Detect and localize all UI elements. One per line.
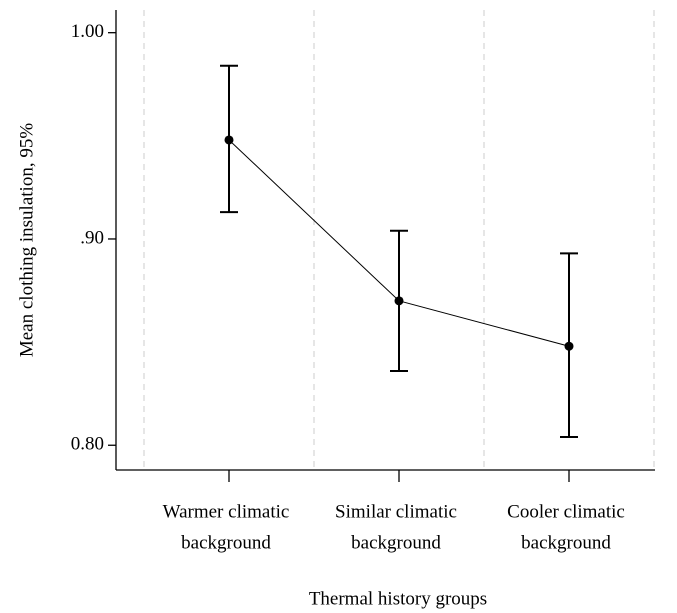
y-tick-label: .90 <box>80 227 104 248</box>
x-axis-label: Thermal history groups <box>309 588 487 609</box>
y-tick-label: 0.80 <box>71 434 104 455</box>
y-axis-label: Mean clothing insulation, 95% <box>16 123 37 357</box>
point <box>224 135 234 145</box>
point <box>394 296 404 306</box>
y-tick-label: 1.00 <box>71 21 104 42</box>
x-tick-label: background <box>181 532 271 553</box>
x-tick-label: Similar climatic <box>335 501 457 522</box>
x-tick-label: Cooler climatic <box>507 501 625 522</box>
x-tick-label: Warmer climatic <box>163 501 290 522</box>
x-tick-label: background <box>521 532 611 553</box>
point <box>564 341 574 351</box>
x-tick-label: background <box>351 532 441 553</box>
